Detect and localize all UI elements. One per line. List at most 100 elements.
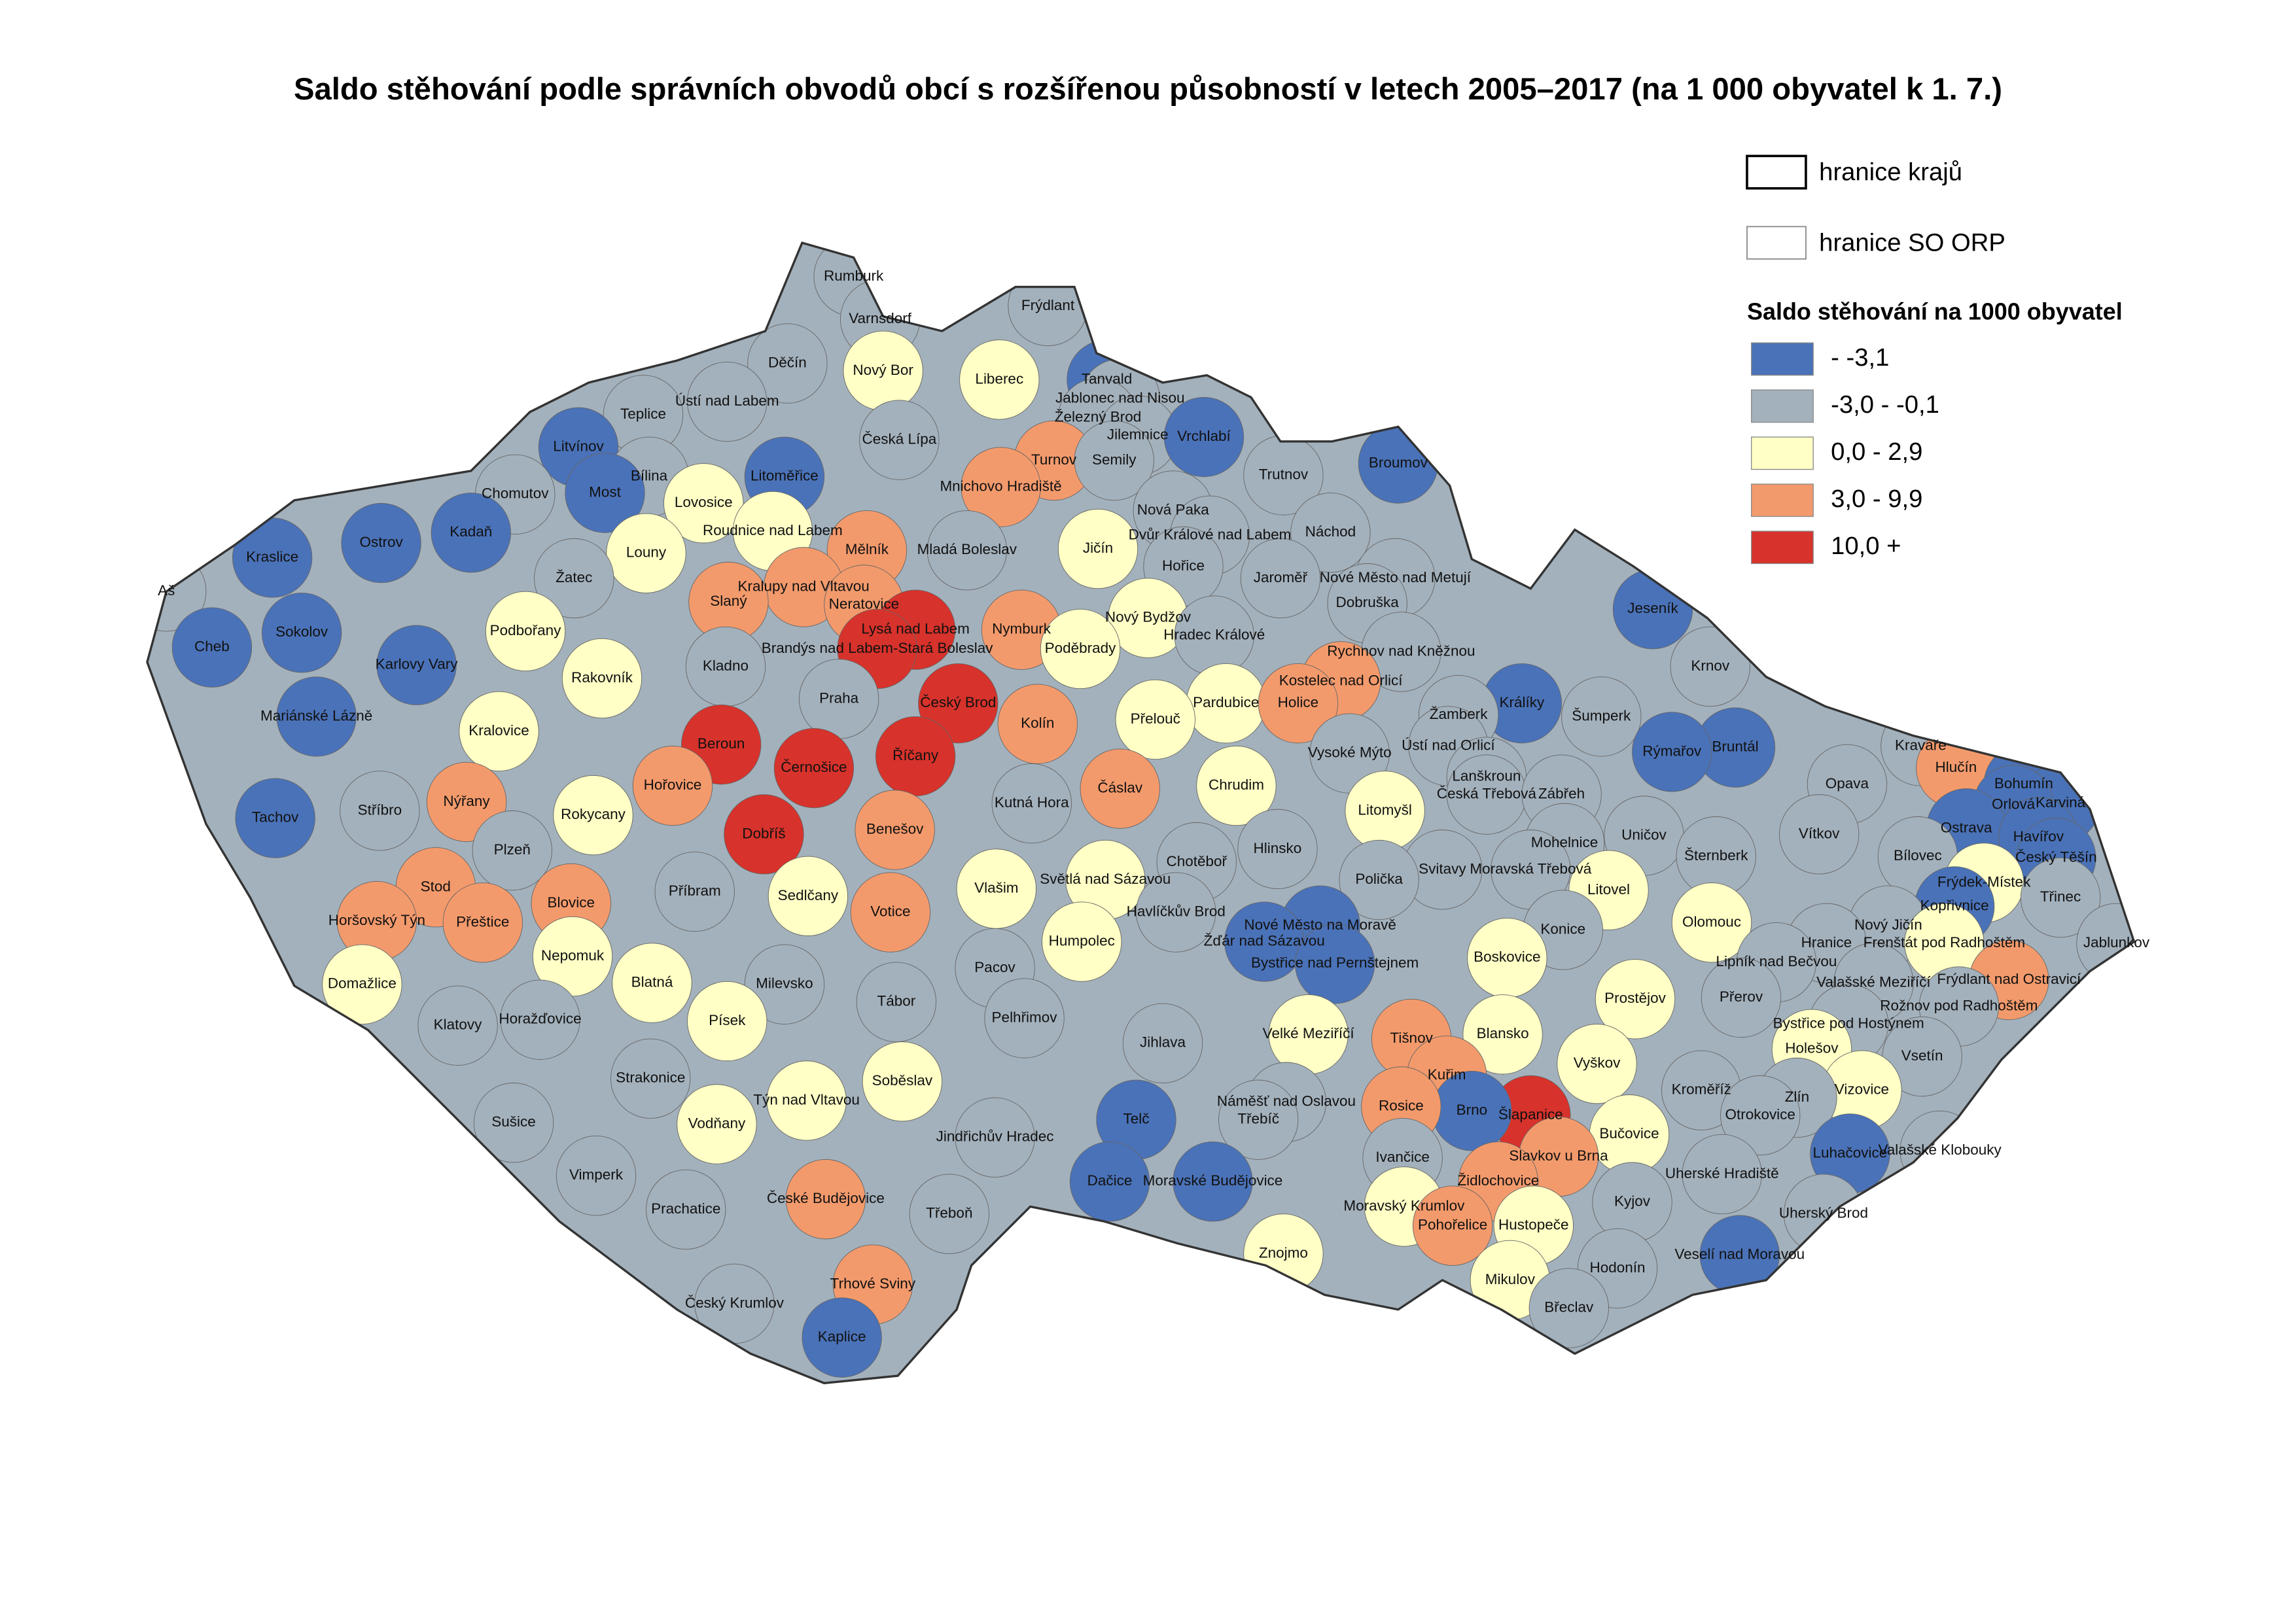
region-label: Luhačovice	[1813, 1144, 1888, 1161]
region-label: Frýdlant nad Ostravicí	[1937, 971, 2081, 987]
region-label: Jeseník	[1627, 600, 1678, 616]
region-label: Hodonín	[1590, 1259, 1646, 1276]
region	[1069, 1142, 1150, 1222]
region-label: Litoměřice	[751, 468, 819, 484]
region-label: Frýdlant	[1021, 297, 1075, 313]
region-label: Strakonice	[616, 1070, 685, 1086]
region-label: Beroun	[698, 735, 745, 752]
region-label: Varnsdorf	[849, 310, 912, 326]
region-label: Pelhřimov	[992, 1009, 1058, 1025]
region	[1632, 712, 1712, 792]
region-label: Semily	[1092, 451, 1137, 468]
region	[556, 1136, 637, 1216]
legend-swatch	[1746, 226, 1807, 260]
region	[442, 882, 523, 963]
region-label: Teplice	[620, 406, 666, 422]
region-label: Kralovice	[468, 722, 529, 739]
region-label: Roudnice nad Labem	[703, 522, 843, 538]
region-label: Milevsko	[756, 975, 813, 992]
region-label: Krnov	[1691, 657, 1729, 674]
region	[261, 593, 342, 673]
region	[785, 1159, 866, 1240]
region-label: Litvínov	[553, 438, 604, 455]
region	[959, 340, 1040, 420]
region-label: Turnov	[1031, 451, 1077, 468]
region-label: Jindřichův Hradec	[936, 1128, 1054, 1145]
region-label: Moravský Krumlov	[1343, 1197, 1465, 1213]
region	[340, 771, 420, 851]
region	[1237, 809, 1318, 890]
region	[1412, 1185, 1493, 1266]
region-label: Přerov	[1720, 988, 1763, 1005]
region-label: Vizovice	[1835, 1081, 1889, 1098]
region-label: Kladno	[703, 657, 749, 674]
region-label: Rosice	[1379, 1097, 1424, 1113]
region-label: Brno	[1457, 1102, 1488, 1118]
region-label: Česká Třebová	[1437, 786, 1537, 802]
region-label: Mohelnice	[1531, 834, 1598, 850]
legend-swatch	[1751, 531, 1814, 565]
region-label: Kralupy nad Vltavou	[738, 578, 870, 594]
region-label: Uherské Hradiště	[1665, 1165, 1779, 1181]
region-label: Hořovice	[644, 777, 702, 793]
region	[553, 775, 633, 856]
region	[909, 1174, 990, 1254]
region-label: Sušice	[491, 1113, 536, 1130]
region-label: Česká Lípa	[862, 430, 936, 447]
region	[768, 856, 849, 937]
region	[1258, 663, 1339, 744]
region-label: Mnichovo Hradiště	[940, 478, 1061, 494]
region	[1561, 676, 1642, 757]
region-label: Karviná	[2036, 794, 2086, 811]
legend-label: hranice krajů	[1819, 158, 1962, 186]
region-label: Holice	[1278, 694, 1318, 710]
region	[1462, 994, 1543, 1075]
region	[984, 978, 1065, 1058]
region-label: Uherský Brod	[1779, 1205, 1868, 1221]
region-label: Zábřeh	[1538, 786, 1585, 802]
region-label: Konice	[1540, 921, 1585, 937]
region-label: Neratovice	[829, 595, 899, 612]
region-label: Horažďovice	[499, 1011, 581, 1027]
region	[171, 607, 253, 688]
region-label: Opava	[1826, 775, 1869, 792]
region-label: Kyjov	[1614, 1193, 1651, 1210]
region	[1339, 839, 1419, 920]
region-label: Znojmo	[1259, 1244, 1308, 1261]
legend-label: 3,0 - 9,9	[1831, 485, 1922, 513]
region-label: Polička	[1355, 871, 1403, 887]
region	[1670, 626, 1750, 707]
region-label: Třebíč	[1237, 1111, 1279, 1127]
region-label: Lanškroun	[1452, 768, 1521, 784]
region-label: Bílina	[631, 468, 668, 484]
region-label: Týn nad Vltavou	[753, 1091, 860, 1108]
region-label: Moravská Třebová	[1470, 860, 1591, 877]
region	[376, 625, 457, 705]
region	[500, 979, 580, 1060]
region-label: Nové Město nad Metují	[1320, 569, 1472, 585]
region	[663, 463, 744, 544]
region-label: Ostrava	[1941, 819, 1992, 835]
region	[610, 1038, 691, 1119]
region-label: Havlíčkův Brod	[1127, 903, 1226, 920]
region-label: Sokolov	[275, 623, 328, 640]
region-label: Říčany	[892, 747, 939, 763]
region-label: Holešov	[1785, 1040, 1839, 1056]
region-label: Lipník nad Bečvou	[1716, 953, 1837, 969]
region-label: Náchod	[1305, 523, 1356, 540]
region-label: Plzeň	[494, 841, 531, 858]
region-label: Kopřivnice	[1920, 898, 1989, 914]
region-label: Kolín	[1021, 715, 1054, 731]
region-label: Blansko	[1477, 1025, 1529, 1041]
region-label: Přeštice	[456, 913, 509, 930]
region-label: Hradec Králové	[1163, 627, 1265, 643]
region-label: Kroměříž	[1672, 1081, 1731, 1098]
region-label: Tanvald	[1082, 370, 1133, 387]
region-label: Králíky	[1499, 694, 1544, 710]
region-label: Kutná Hora	[995, 794, 1069, 811]
region-label: Dvůr Králové nad Labem	[1129, 527, 1292, 543]
region-label: Ústí nad Labem	[675, 393, 779, 409]
region	[646, 1169, 726, 1250]
region-label: Mělník	[845, 541, 889, 557]
